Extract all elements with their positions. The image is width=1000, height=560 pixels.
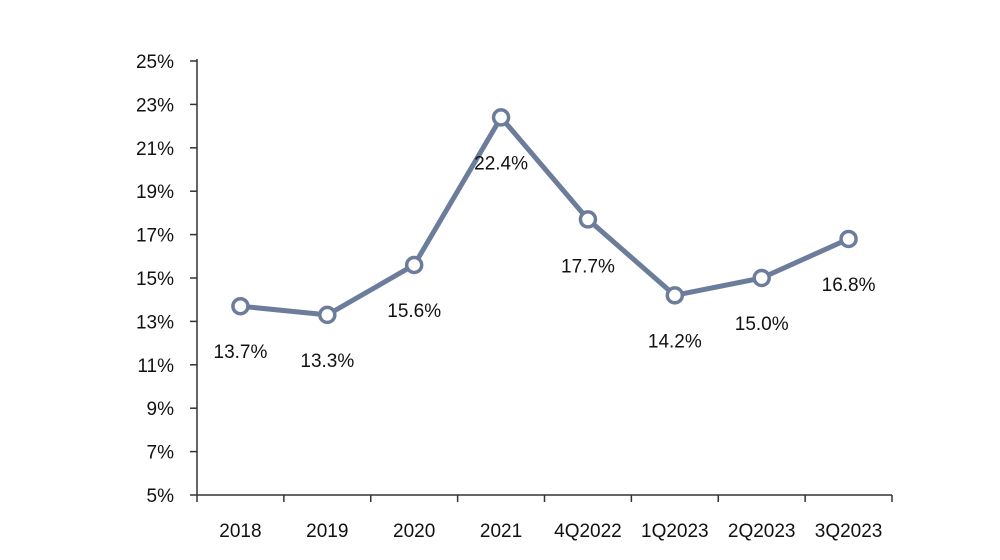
x-tick-label: 2021 xyxy=(480,521,522,542)
x-tick-label: 1Q2023 xyxy=(641,521,709,542)
x-axis-ticks: 2018 2019 2020 2021 4Q2022 1Q2023 2Q2023 3Q2023 xyxy=(196,495,893,542)
y-tick-label: 9% xyxy=(147,399,175,420)
data-point xyxy=(491,108,511,127)
data-point xyxy=(404,255,424,275)
data-label: 16.8% xyxy=(822,275,876,296)
axes xyxy=(196,59,892,496)
data-label: 15.6% xyxy=(387,301,441,322)
data-point xyxy=(231,296,250,316)
data-point xyxy=(318,305,337,325)
data-label: 13.7% xyxy=(214,342,268,363)
x-tick-label: 3Q2023 xyxy=(815,521,883,542)
y-tick-label: 17% xyxy=(136,226,174,247)
y-tick-label: 25% xyxy=(136,52,174,73)
data-label: 22.4% xyxy=(474,153,528,174)
y-tick-label: 11% xyxy=(137,356,174,377)
data-label: 17.7% xyxy=(561,256,615,277)
y-axis-ticks: 5% 7% 9% 11% 13% 15% 17% 19% 21% 23% 25% xyxy=(136,52,197,507)
y-tick-label: 19% xyxy=(136,182,174,203)
x-tick-label: 2Q2023 xyxy=(728,521,796,542)
data-label: 14.2% xyxy=(648,331,702,352)
data-point xyxy=(839,229,858,249)
x-tick-label: 2018 xyxy=(219,521,261,542)
y-tick-label: 15% xyxy=(136,269,174,290)
y-tick-label: 7% xyxy=(147,443,175,464)
x-tick-label: 2019 xyxy=(306,521,348,542)
x-tick-label: 4Q2022 xyxy=(554,521,622,542)
y-tick-label: 23% xyxy=(136,95,174,116)
data-label: 13.3% xyxy=(300,351,354,372)
data-point xyxy=(578,210,598,229)
data-point xyxy=(752,268,771,288)
data-point xyxy=(665,286,685,305)
y-tick-label: 21% xyxy=(136,139,174,160)
data-labels: 13.7% 13.3% 15.6% 22.4% 17.7% 14.2% 15.0% 16.8% xyxy=(214,153,876,371)
y-tick-label: 13% xyxy=(136,312,174,333)
series-line-path xyxy=(237,114,852,318)
y-tick-label: 5% xyxy=(147,486,175,507)
series-line xyxy=(231,108,858,325)
data-label: 15.0% xyxy=(735,314,789,335)
x-tick-label: 2020 xyxy=(393,521,435,542)
